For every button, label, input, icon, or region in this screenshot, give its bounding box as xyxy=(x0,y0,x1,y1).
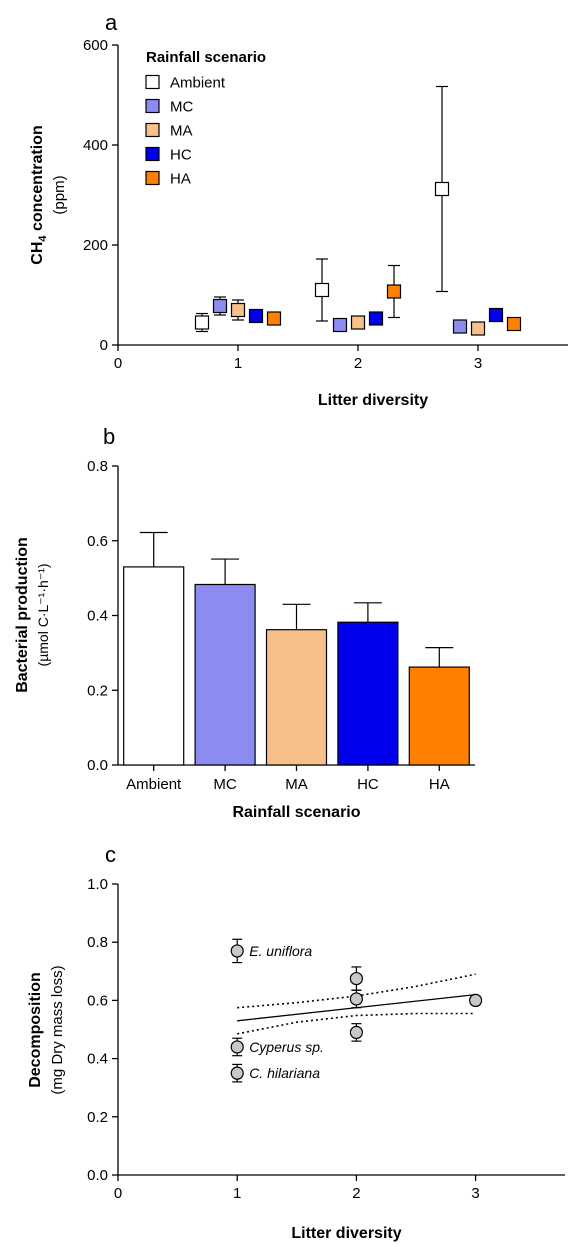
legend-label: HC xyxy=(170,147,192,164)
confidence-band-lower xyxy=(237,1012,476,1035)
legend-title: Rainfall scenario xyxy=(146,49,266,66)
x-tick-label: MC xyxy=(213,776,236,793)
x-tick-label: 2 xyxy=(354,355,362,372)
panel-label-b: b xyxy=(103,424,115,449)
data-point-hc xyxy=(368,311,384,326)
y-tick-label: 0 xyxy=(100,337,108,354)
bar-ambient xyxy=(123,566,185,766)
point-label: Cyperus sp. xyxy=(249,1039,324,1055)
data-point-ambient xyxy=(314,282,330,298)
y-axis-title: CH4 concentration xyxy=(29,125,49,264)
y-tick-label: 0.4 xyxy=(87,608,108,625)
data-point-ma xyxy=(470,321,486,336)
chart-c-decomposition: 0.0 0.2 0.4 0.6 0.8 1.0 0 1 2 3 Litter diversity De… xyxy=(27,876,565,1242)
data-point-mc xyxy=(452,319,468,334)
legend-swatch xyxy=(145,98,160,114)
x-tick-label: 0 xyxy=(114,355,122,372)
x-tick-label: 1 xyxy=(234,355,242,372)
y-tick-label: 0.0 xyxy=(87,1167,108,1184)
x-tick-label: MA xyxy=(285,776,308,793)
legend-swatch xyxy=(145,170,160,186)
y-tick-label: 200 xyxy=(83,237,108,254)
x-tick-label: HA xyxy=(429,776,450,793)
data-point xyxy=(469,993,483,1008)
x-tick-label: HC xyxy=(357,776,379,793)
legend-swatch xyxy=(145,122,160,138)
panel-label-c: c xyxy=(105,842,116,867)
point-label: E. uniflora xyxy=(249,943,312,959)
y-tick-label: 600 xyxy=(83,37,108,54)
data-point-ma xyxy=(230,302,246,318)
legend-swatch xyxy=(145,74,160,90)
x-axis-title: Rainfall scenario xyxy=(232,804,360,821)
data-point xyxy=(230,1040,244,1054)
data-point-ma xyxy=(350,315,366,330)
y-tick-label: 0.2 xyxy=(87,682,108,699)
x-tick-label: 3 xyxy=(471,1185,479,1202)
x-tick-label: 3 xyxy=(474,355,482,372)
legend-label: HA xyxy=(170,171,191,188)
y-tick-label: 0.6 xyxy=(87,992,108,1009)
y-axis-unit: (ppm) xyxy=(51,175,68,214)
x-tick-label: Ambient xyxy=(126,776,182,793)
panel-label-a: a xyxy=(105,10,118,35)
y-tick-label: 0.6 xyxy=(87,533,108,550)
confidence-band-upper xyxy=(237,973,476,1009)
y-tick-label: 0.8 xyxy=(87,934,108,951)
y-tick-label: 0.0 xyxy=(87,757,108,774)
legend-swatch xyxy=(145,146,160,162)
x-axis-title: Litter diversity xyxy=(291,1225,401,1242)
point-label: C. hilariana xyxy=(249,1065,320,1081)
data-point xyxy=(349,992,363,1006)
y-axis-title: Bacterial production xyxy=(14,537,31,693)
y-axis-unit: (mg Dry mass loss) xyxy=(49,965,66,1094)
data-point-mc xyxy=(332,317,348,333)
legend-label: MA xyxy=(170,123,193,140)
y-tick-label: 0.4 xyxy=(87,1051,108,1068)
chart-b-bacterial-production: 0.0 0.2 0.4 0.6 0.8 Ambient MC MA HC HA Rainfall s… xyxy=(14,458,475,821)
bar-hc xyxy=(337,621,399,766)
data-point-ambient xyxy=(194,315,210,330)
y-axis-unit: (µmol C·L⁻¹·h⁻¹) xyxy=(35,564,51,667)
bar-ha xyxy=(408,666,470,766)
bar-mc xyxy=(194,583,256,766)
data-point xyxy=(230,944,244,958)
x-tick-label: 0 xyxy=(114,1185,122,1202)
data-point-mc xyxy=(212,298,228,314)
legend-label: MC xyxy=(170,99,193,116)
y-axis-title: Decomposition xyxy=(27,972,44,1088)
data-point-hc xyxy=(248,308,264,324)
data-point xyxy=(349,971,363,986)
y-tick-label: 0.2 xyxy=(87,1109,108,1126)
y-tick-label: 0.8 xyxy=(87,458,108,475)
data-point-hc xyxy=(488,307,504,323)
chart-a-methane: 0 200 400 600 0 1 2 3 Litter diversity CH4 concen… xyxy=(29,37,568,409)
data-point-ha xyxy=(266,311,282,326)
data-point-ha xyxy=(506,316,522,332)
bar-ma xyxy=(265,629,328,766)
x-tick-label: 1 xyxy=(233,1185,241,1202)
y-tick-label: 400 xyxy=(83,137,108,154)
data-point-ha xyxy=(386,284,402,299)
y-tick-label: 1.0 xyxy=(87,876,108,893)
x-tick-label: 2 xyxy=(352,1185,360,1202)
data-point xyxy=(349,1025,363,1040)
legend-label: Ambient xyxy=(170,75,226,92)
data-point xyxy=(230,1066,244,1080)
x-axis-title: Litter diversity xyxy=(318,392,428,409)
data-point-ambient xyxy=(434,181,450,197)
